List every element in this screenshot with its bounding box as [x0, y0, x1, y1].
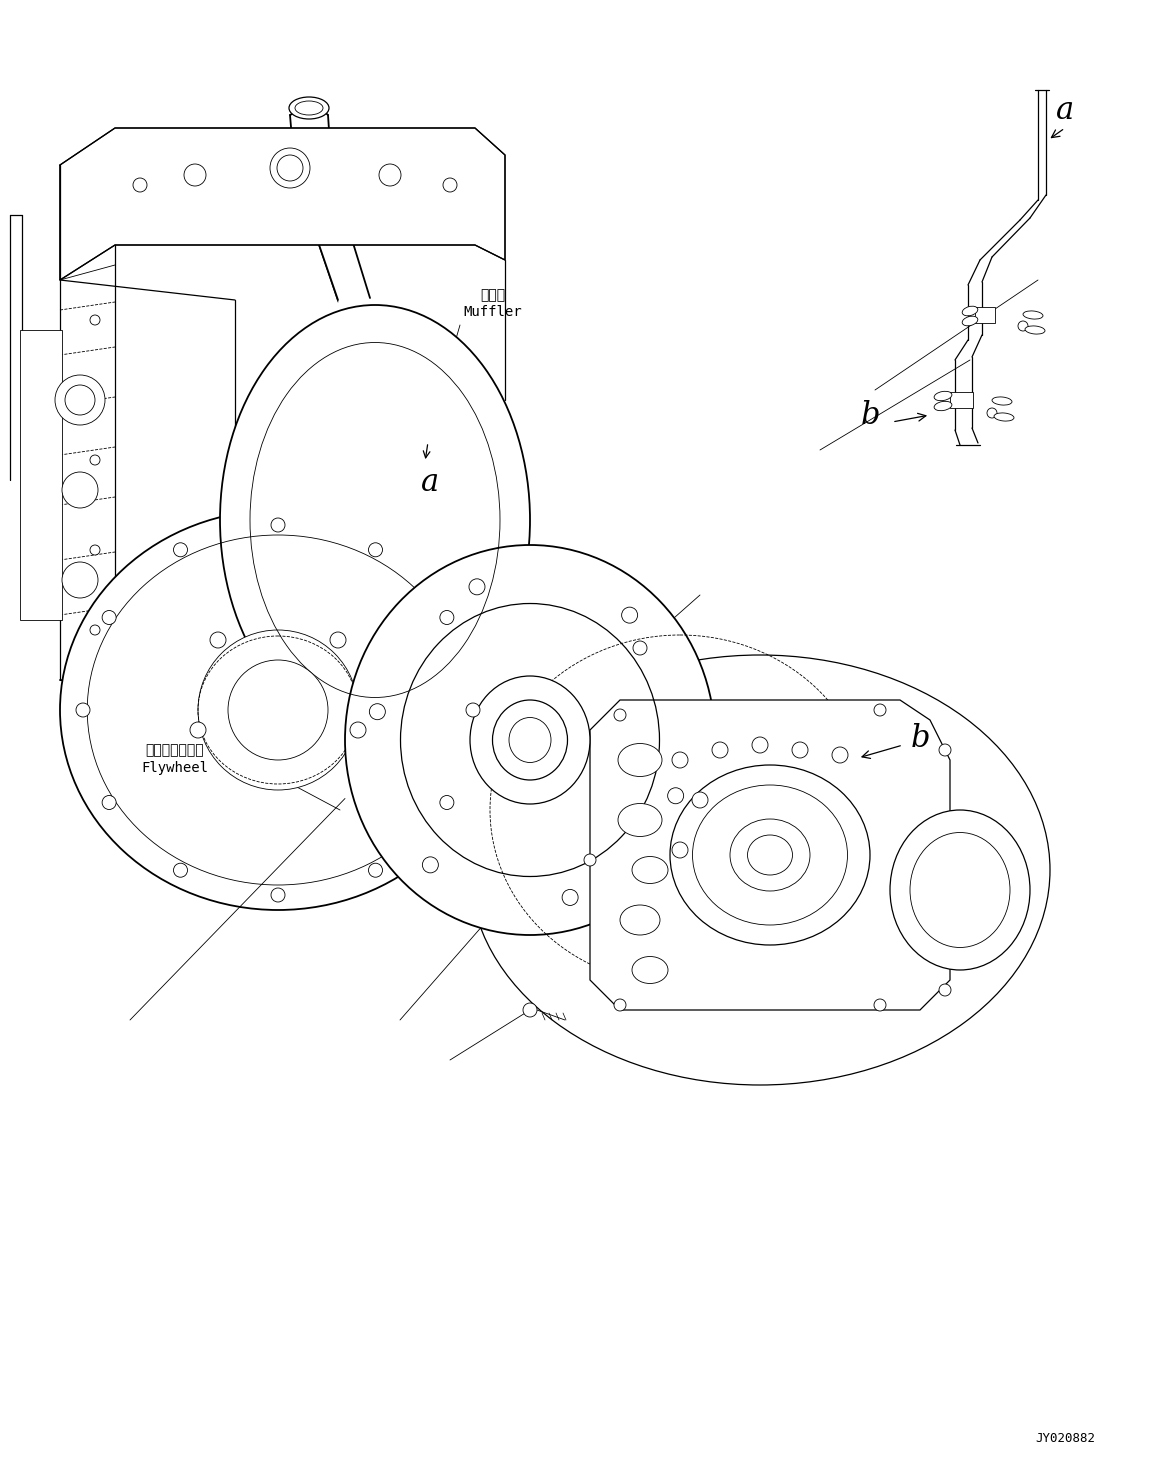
Circle shape: [102, 795, 116, 810]
Circle shape: [614, 709, 626, 721]
Ellipse shape: [295, 101, 323, 114]
Ellipse shape: [670, 765, 870, 945]
Ellipse shape: [618, 744, 662, 776]
Ellipse shape: [994, 413, 1014, 420]
Ellipse shape: [60, 510, 495, 910]
Ellipse shape: [345, 545, 715, 935]
Ellipse shape: [492, 700, 568, 779]
Ellipse shape: [890, 810, 1030, 970]
Circle shape: [939, 744, 951, 756]
Circle shape: [379, 164, 401, 186]
Circle shape: [369, 544, 383, 557]
Circle shape: [466, 703, 480, 716]
Text: JY020882: JY020882: [1035, 1431, 1096, 1444]
Circle shape: [692, 793, 708, 809]
Circle shape: [102, 611, 116, 624]
Circle shape: [523, 1004, 537, 1017]
Circle shape: [65, 385, 95, 415]
Ellipse shape: [632, 957, 668, 983]
Ellipse shape: [934, 391, 951, 401]
Circle shape: [90, 315, 100, 325]
Ellipse shape: [618, 803, 662, 837]
Polygon shape: [60, 127, 505, 280]
Circle shape: [173, 863, 187, 878]
Circle shape: [443, 179, 457, 192]
Circle shape: [752, 737, 768, 753]
Circle shape: [211, 631, 226, 648]
Ellipse shape: [962, 306, 978, 316]
Text: マフラ: マフラ: [480, 289, 506, 302]
Polygon shape: [20, 330, 62, 620]
Polygon shape: [590, 700, 950, 1009]
Ellipse shape: [934, 401, 951, 410]
Ellipse shape: [470, 675, 590, 804]
Text: a: a: [421, 466, 440, 498]
Circle shape: [76, 703, 90, 716]
Text: b: b: [861, 400, 879, 431]
Text: a: a: [1056, 95, 1075, 126]
Ellipse shape: [632, 857, 668, 883]
Circle shape: [939, 984, 951, 996]
Circle shape: [832, 747, 848, 763]
Circle shape: [712, 741, 728, 757]
Circle shape: [987, 407, 997, 418]
Circle shape: [584, 854, 595, 866]
Circle shape: [330, 631, 347, 648]
Circle shape: [90, 626, 100, 634]
Ellipse shape: [962, 316, 978, 325]
Circle shape: [562, 889, 578, 905]
Text: Flywheel: Flywheel: [142, 760, 208, 775]
Circle shape: [440, 611, 454, 624]
Circle shape: [440, 795, 454, 810]
Polygon shape: [975, 308, 996, 322]
Circle shape: [198, 630, 358, 790]
Ellipse shape: [1023, 311, 1043, 319]
Circle shape: [875, 705, 886, 716]
Circle shape: [614, 999, 626, 1011]
Circle shape: [133, 179, 147, 192]
Circle shape: [62, 472, 98, 508]
Circle shape: [173, 544, 187, 557]
Ellipse shape: [1025, 325, 1046, 334]
Circle shape: [271, 888, 285, 902]
Circle shape: [228, 661, 328, 760]
Circle shape: [422, 857, 438, 873]
Circle shape: [90, 456, 100, 464]
Circle shape: [370, 703, 385, 719]
Ellipse shape: [470, 655, 1050, 1086]
Ellipse shape: [730, 819, 809, 891]
Polygon shape: [950, 393, 973, 407]
Circle shape: [672, 842, 688, 858]
Ellipse shape: [748, 835, 792, 875]
Circle shape: [190, 722, 206, 738]
Text: フライホイール: フライホイール: [145, 743, 205, 757]
Circle shape: [668, 788, 684, 804]
Text: b: b: [911, 722, 929, 753]
Circle shape: [184, 164, 206, 186]
Circle shape: [1018, 321, 1028, 331]
Circle shape: [90, 545, 100, 555]
Ellipse shape: [220, 305, 530, 735]
Circle shape: [792, 741, 808, 757]
Circle shape: [633, 642, 647, 655]
Ellipse shape: [992, 397, 1012, 406]
Circle shape: [271, 519, 285, 532]
Circle shape: [469, 579, 485, 595]
Circle shape: [369, 863, 383, 878]
Circle shape: [622, 607, 637, 623]
Circle shape: [55, 375, 105, 425]
Circle shape: [277, 155, 304, 182]
Circle shape: [672, 752, 688, 768]
Ellipse shape: [288, 97, 329, 119]
Circle shape: [270, 148, 311, 188]
Ellipse shape: [509, 718, 551, 762]
Text: Muffler: Muffler: [464, 305, 522, 319]
Circle shape: [875, 999, 886, 1011]
Circle shape: [62, 563, 98, 598]
Circle shape: [350, 722, 366, 738]
Ellipse shape: [620, 905, 659, 935]
